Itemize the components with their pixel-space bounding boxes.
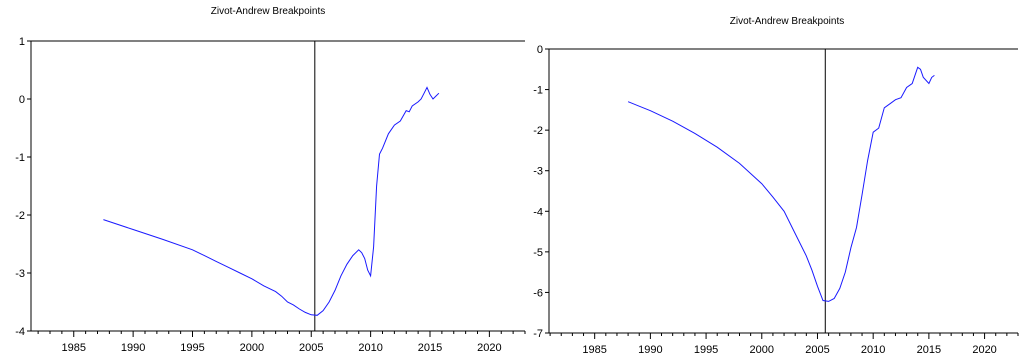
series-line bbox=[627, 66, 935, 302]
y-tick-label: -7 bbox=[533, 328, 543, 340]
x-tick-label: 1995 bbox=[180, 342, 204, 354]
y-tick-label: -3 bbox=[15, 268, 25, 280]
x-tick-label: 2005 bbox=[805, 344, 829, 356]
y-tick-label: -2 bbox=[15, 210, 25, 222]
y-tick-label: 0 bbox=[19, 94, 25, 106]
x-tick-label: 1990 bbox=[121, 342, 145, 354]
plot-frame bbox=[30, 40, 525, 332]
x-tick-label: 2010 bbox=[358, 342, 382, 354]
x-tick-label: 2010 bbox=[861, 344, 885, 356]
chart-title: Zivot-Andrew Breakpoints bbox=[211, 6, 326, 17]
x-tick-label: 2020 bbox=[477, 342, 501, 354]
x-tick-label: 2000 bbox=[240, 342, 264, 354]
y-tick-label: 0 bbox=[537, 44, 543, 56]
y-tick-label: -3 bbox=[533, 166, 543, 178]
x-tick-label: 2015 bbox=[418, 342, 442, 354]
y-tick-label: -4 bbox=[533, 206, 543, 218]
y-tick-label: -4 bbox=[15, 326, 25, 338]
x-tick-label: 2005 bbox=[299, 342, 323, 354]
y-tick-label: -2 bbox=[533, 125, 543, 137]
x-tick-label: 1985 bbox=[62, 342, 86, 354]
x-tick-label: 1995 bbox=[694, 344, 718, 356]
y-tick-label: -5 bbox=[533, 247, 543, 259]
chart-title: Zivot-Andrew Breakpoints bbox=[730, 16, 845, 27]
series-line bbox=[103, 86, 440, 316]
y-tick-label: -1 bbox=[533, 85, 543, 97]
y-tick-label: -1 bbox=[15, 152, 25, 164]
chart-left: Zivot-Andrew Breakpoints 1 0 -1 -2 -3 -4 1985 1… bbox=[15, 6, 526, 354]
x-tick-label: 2000 bbox=[750, 344, 774, 356]
x-tick-label: 1990 bbox=[638, 344, 662, 356]
y-tick-label: -6 bbox=[533, 287, 543, 299]
chart-right: Zivot-Andrew Breakpoints 0 -1 -2 -3 -4 -5 -6 -7… bbox=[533, 16, 1019, 356]
x-tick-label: 2020 bbox=[972, 344, 996, 356]
x-tick-label: 1985 bbox=[582, 344, 606, 356]
y-tick-label: 1 bbox=[19, 36, 25, 48]
x-tick-label: 2015 bbox=[917, 344, 941, 356]
plot-frame bbox=[548, 48, 1018, 334]
